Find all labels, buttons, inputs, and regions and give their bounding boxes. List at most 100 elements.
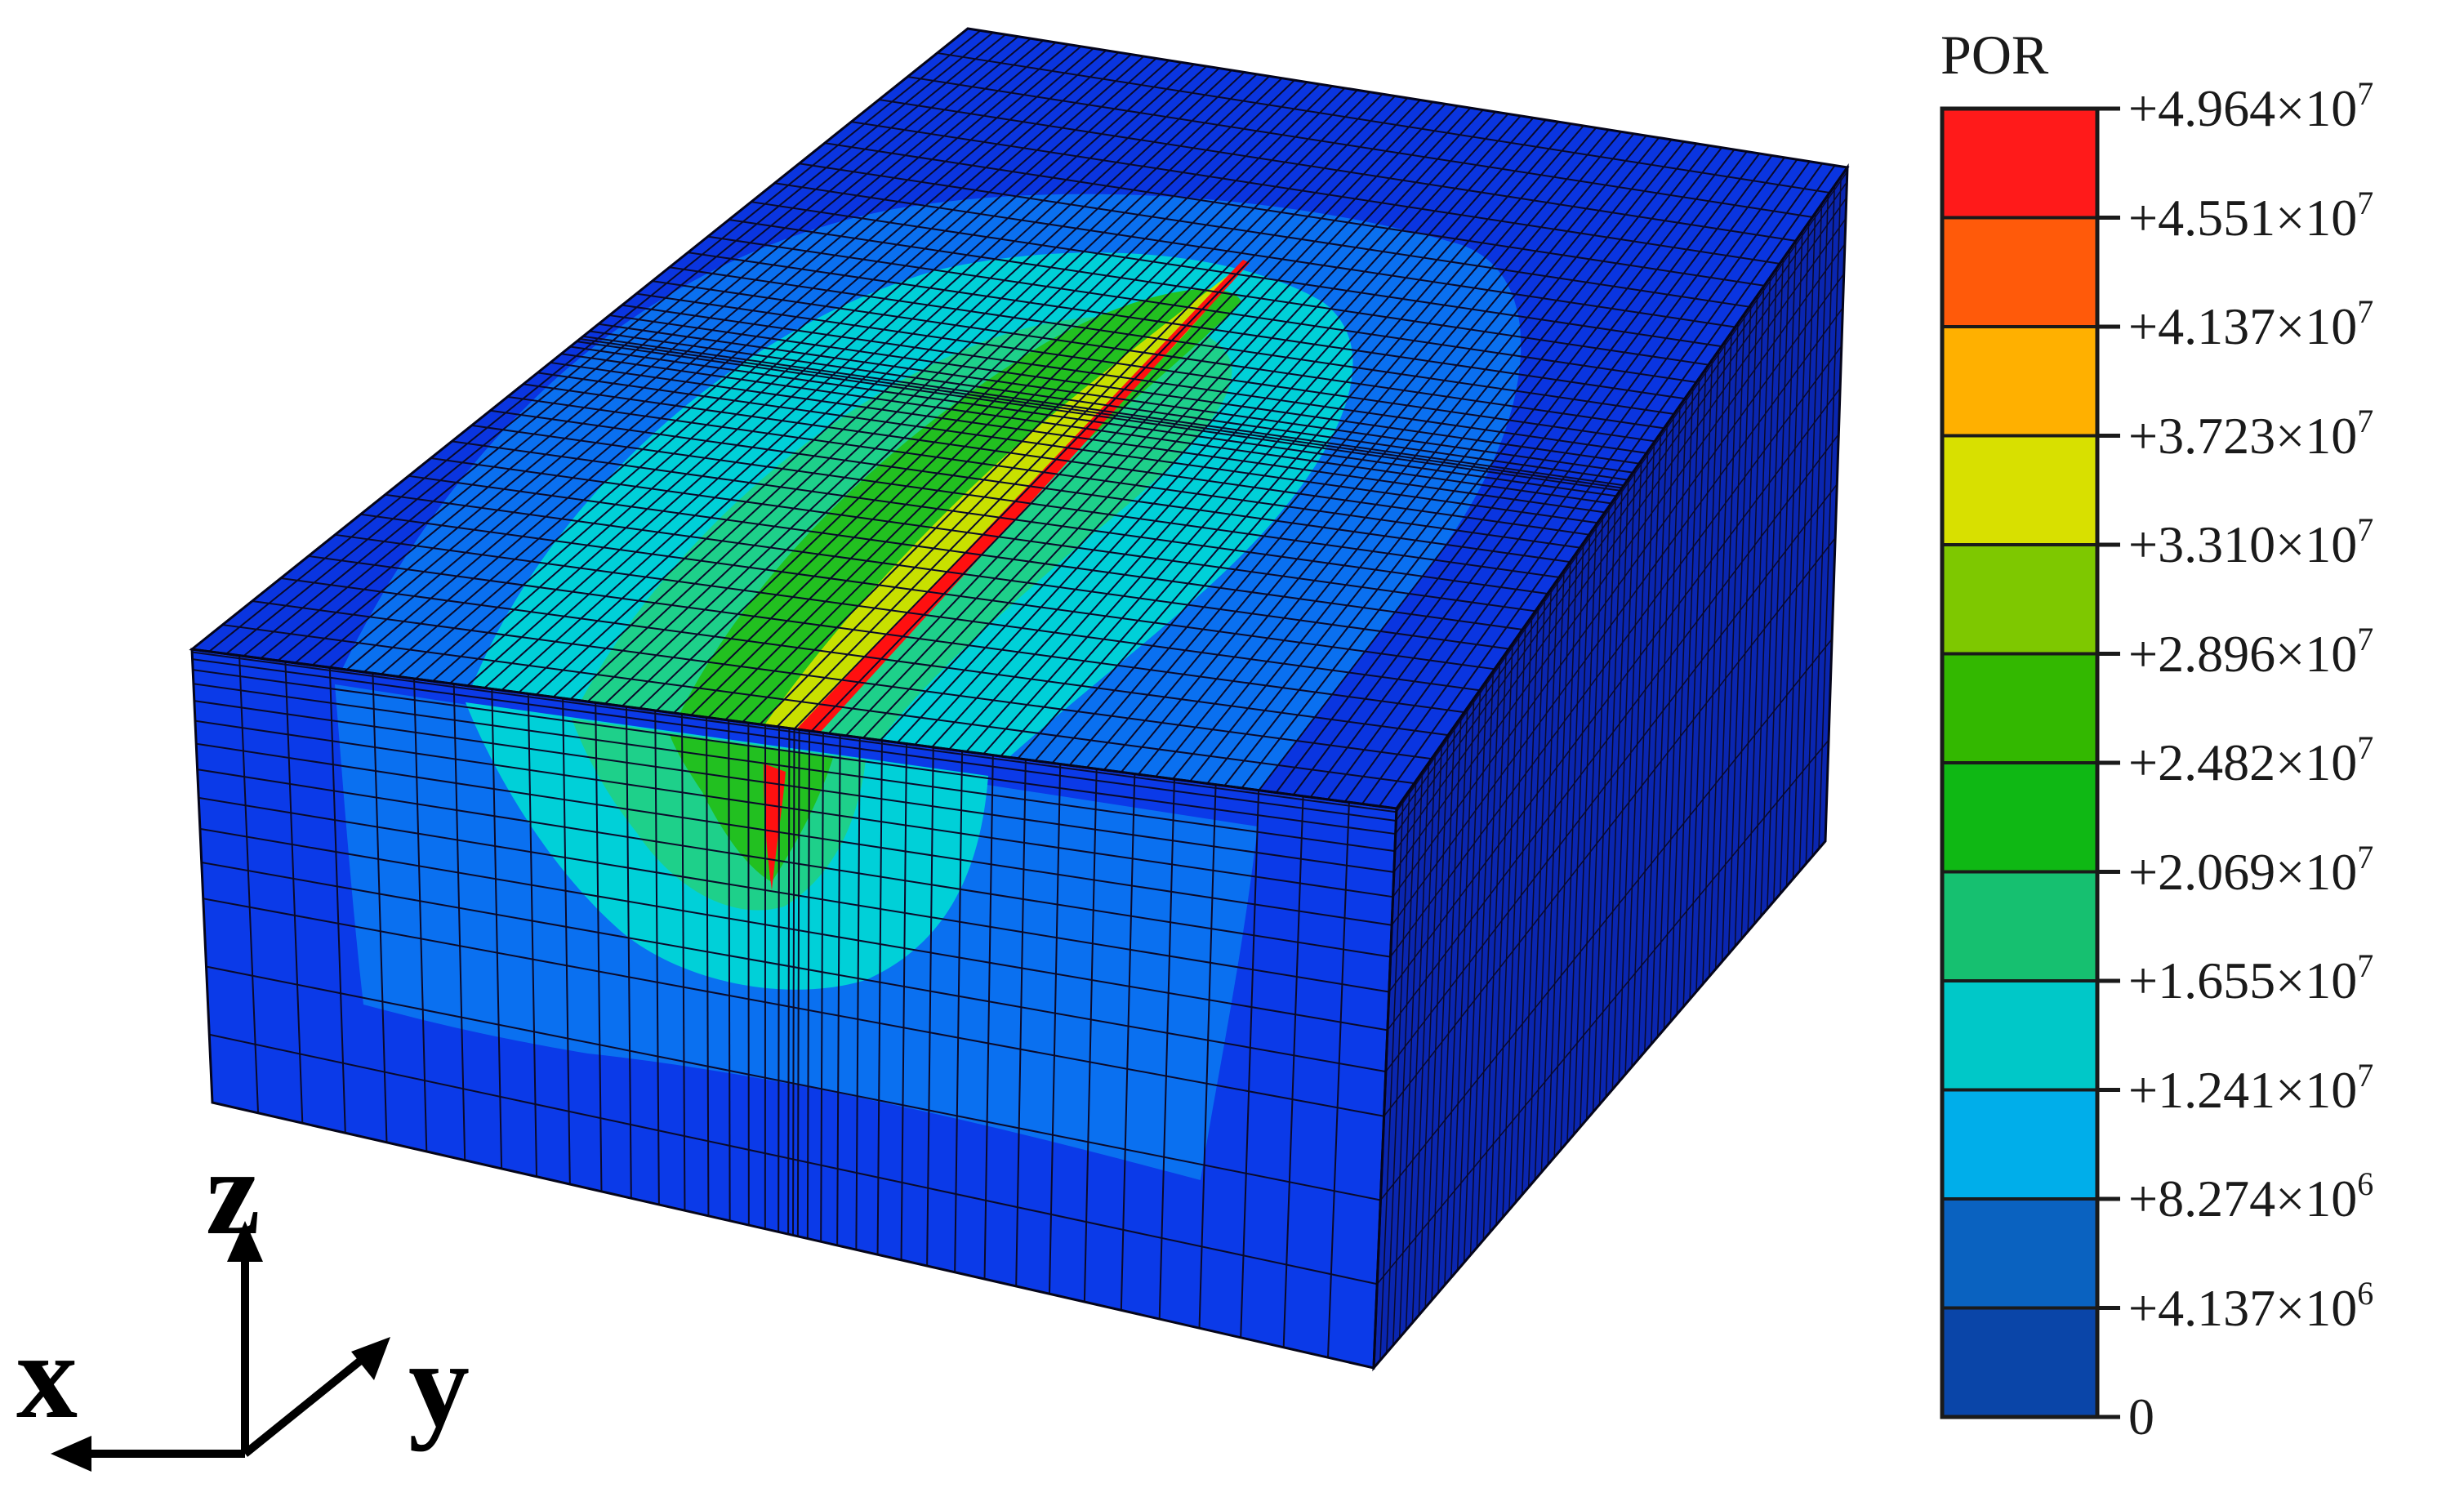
mesh-line (1138, 136, 1660, 775)
mesh-line (466, 60, 1170, 687)
mesh-line (1605, 479, 1629, 1098)
block-edges (189, 27, 1850, 1372)
legend-label-mantissa: +8.274 (2128, 1170, 2276, 1227)
mesh-line (1560, 542, 1584, 1150)
mesh-line (1676, 377, 1700, 1014)
mesh-line (1682, 368, 1707, 1007)
mesh-line (193, 683, 1396, 853)
mesh-line (862, 105, 1459, 739)
mesh-line (1702, 341, 1726, 985)
legend-label: +4.964×107 (2128, 78, 2373, 137)
axis-triad (51, 1221, 390, 1472)
mesh-line (1158, 779, 1175, 1320)
mesh-line (192, 651, 1397, 813)
legend-swatch (1940, 1306, 2099, 1419)
mesh-line (452, 684, 466, 1161)
mesh-line (1566, 533, 1591, 1143)
mesh-line (1361, 163, 1824, 805)
mesh-line (1611, 470, 1636, 1090)
mesh-line (706, 717, 710, 1216)
legend-label-times: ×10 (2275, 951, 2358, 1009)
mesh-line (810, 99, 1421, 732)
mesh-line (1734, 295, 1758, 947)
legend-label: +2.069×107 (2128, 840, 2373, 898)
mesh-line (1398, 772, 1424, 1339)
mesh-line (639, 79, 1295, 710)
legend-label-times: ×10 (2275, 79, 2358, 137)
mesh-line (778, 727, 780, 1232)
legend-label-times: ×10 (2275, 188, 2358, 247)
legend-swatch (1940, 325, 2099, 438)
mesh-line (1792, 213, 1816, 880)
legend-swatch (1940, 761, 2099, 874)
mesh-line (954, 751, 964, 1272)
mesh-line (345, 46, 1082, 671)
mesh-line (1650, 414, 1674, 1045)
mesh-line (243, 33, 1006, 657)
legend-colorbar (1940, 106, 2120, 1419)
legend-swatch (1940, 543, 2099, 656)
mesh-line (681, 714, 686, 1211)
mesh-line (1206, 145, 1710, 784)
mesh-line (1085, 131, 1622, 769)
mesh-line (199, 827, 1388, 1031)
mesh-line (1502, 625, 1526, 1218)
mesh-line (1637, 433, 1662, 1060)
mesh-line (1695, 350, 1720, 992)
mesh-line (1389, 345, 1842, 958)
mesh-line (1760, 259, 1784, 917)
mesh-line (372, 673, 388, 1143)
mesh-line (1048, 764, 1062, 1294)
mesh-line (1489, 644, 1513, 1233)
mesh-line (796, 729, 800, 1236)
legend-label-mantissa: +4.137 (2128, 1278, 2276, 1337)
legend-label-times: ×10 (2275, 733, 2358, 791)
mesh-line (201, 862, 1387, 1073)
mesh-line (1223, 147, 1722, 786)
mesh-line (1818, 176, 1842, 849)
mesh-line (562, 698, 571, 1185)
mesh-line (1309, 157, 1785, 798)
legend-label: +3.310×107 (2128, 514, 2373, 571)
legend-label: +1.241×107 (2128, 1058, 2373, 1116)
legend-label: +2.896×107 (2128, 622, 2373, 683)
mesh-line (284, 662, 304, 1124)
mesh-line (1396, 171, 1848, 813)
zone-front-green (670, 735, 833, 882)
legend-label-mantissa: +3.723 (2128, 406, 2276, 465)
mesh-line (595, 702, 603, 1192)
mesh-line (1527, 588, 1553, 1187)
mesh-line (1444, 707, 1468, 1285)
mesh-line (1669, 387, 1694, 1023)
legend-swatch (1940, 1197, 2099, 1310)
mesh-line (855, 737, 861, 1250)
mesh-line (1547, 561, 1571, 1165)
mesh-line (1469, 671, 1495, 1255)
mesh-line (209, 1033, 1378, 1285)
legend-label-exponent: 7 (2357, 947, 2374, 984)
legend-label-times: ×10 (2275, 624, 2358, 683)
block-side-face (1374, 167, 1847, 1368)
mesh-line (569, 71, 1245, 701)
legend-label-exponent: 7 (2357, 75, 2374, 112)
mesh-line (1385, 483, 1838, 1072)
mesh-line (192, 658, 1397, 822)
mesh-line (1258, 150, 1748, 791)
mesh-line (982, 119, 1547, 755)
mesh-line (948, 115, 1522, 751)
mesh-line (983, 755, 994, 1280)
z-axis-label: z (206, 1125, 261, 1260)
mesh-line (690, 85, 1333, 716)
mesh-line (926, 746, 934, 1267)
legend-label-exponent: 7 (2357, 293, 2374, 330)
mesh-line (1740, 286, 1765, 939)
mesh-line (787, 728, 791, 1235)
legend-swatch (1940, 652, 2099, 764)
mesh-line (1747, 277, 1771, 932)
mesh-line (1663, 396, 1687, 1030)
mesh-line (1618, 460, 1642, 1082)
legend-label-mantissa: +1.655 (2128, 951, 2276, 1009)
mesh-line (1103, 133, 1635, 771)
legend-swatch (1940, 216, 2099, 328)
